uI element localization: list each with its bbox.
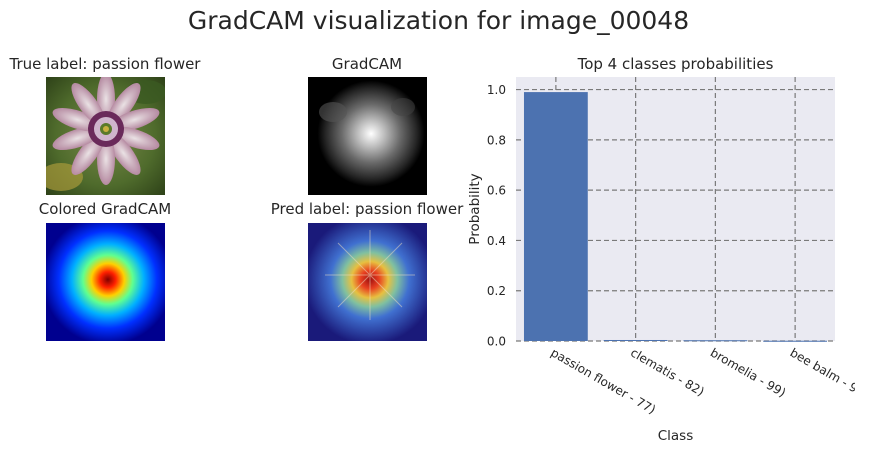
y-tick-label: 1.0 (487, 83, 506, 97)
x-tick-label: bee balm - 92) (788, 345, 855, 401)
y-tick-label: 0.2 (487, 284, 506, 298)
bar (683, 340, 748, 342)
x-axis-label: Class (658, 428, 694, 444)
gradcam-title: GradCAM (331, 55, 403, 73)
original-flower-image (46, 77, 165, 195)
x-tick-label: clematis - 82) (628, 345, 707, 398)
chart-title: Top 4 classes probabilities (577, 55, 774, 73)
y-tick-label: 0.0 (487, 335, 506, 349)
gradcam-heatmap-image (308, 77, 427, 195)
x-tick-label: bromelia - 99) (708, 345, 788, 399)
bar (603, 339, 668, 341)
probability-bar-chart: Top 4 classes probabilities 0.0 0.2 0.4 0.6… (467, 55, 855, 444)
colored-gradcam-title: Colored GradCAM (38, 200, 172, 218)
figure-title: GradCAM visualization for image_00048 (187, 6, 690, 35)
overlay-title: Pred label: passion flower (270, 200, 464, 218)
y-tick-label: 0.8 (487, 133, 506, 147)
y-tick-label: 0.4 (487, 234, 506, 248)
original-image-title: True label: passion flower (9, 55, 201, 73)
gradcam-overlay-image (308, 223, 427, 341)
bar (763, 340, 828, 342)
y-axis-label: Probability (467, 173, 483, 244)
y-tick-label: 0.6 (487, 184, 506, 198)
bar (523, 92, 588, 341)
colored-gradcam-image (46, 223, 165, 341)
